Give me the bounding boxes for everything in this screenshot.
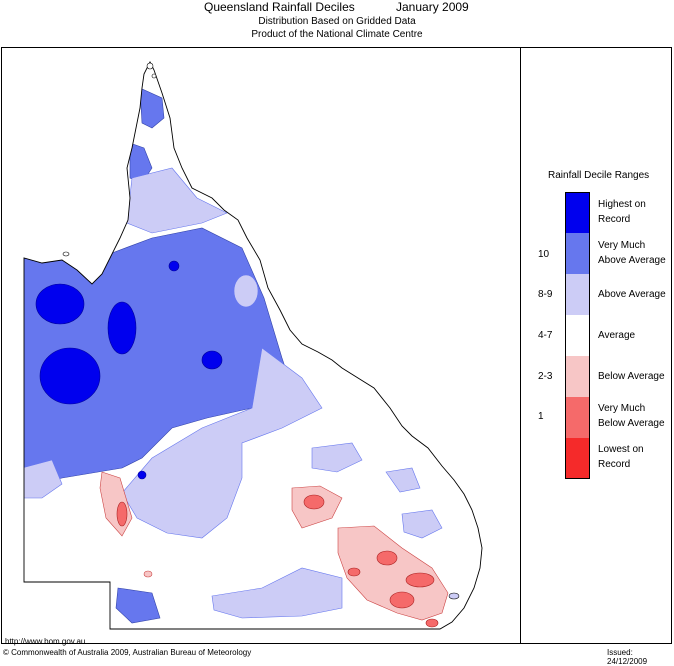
highest-on-record-6 — [137, 470, 147, 480]
legend-swatch-below — [565, 356, 590, 397]
very-much-below-1 — [303, 494, 325, 510]
below-average-dot — [143, 570, 153, 578]
legend-label-very-much-above: Very Much Above Average — [598, 240, 666, 266]
map-subtitle: Distribution Based on Gridded Data — [258, 16, 416, 27]
header: Queensland Rainfall Deciles January 2009 — [0, 0, 674, 14]
highest-on-record-4 — [201, 350, 223, 370]
legend-label-above: Above Average — [598, 289, 666, 300]
legend-title: Rainfall Decile Ranges — [548, 170, 650, 181]
above-average-spot — [233, 274, 259, 308]
very-much-above-north — [139, 87, 165, 129]
very-much-below-6 — [425, 618, 439, 628]
above-average-south — [211, 567, 343, 619]
island-3 — [62, 251, 70, 257]
above-average-west — [24, 459, 63, 499]
below-average-southeast — [337, 525, 449, 621]
legend-range-2-3: 2-3 — [538, 371, 553, 382]
very-much-below-3 — [376, 550, 398, 566]
legend-swatch-highest — [565, 192, 590, 233]
map-title: Queensland Rainfall Deciles — [204, 0, 355, 14]
legend-label-average: Average — [598, 330, 636, 341]
island-2 — [151, 73, 157, 79]
island-1 — [146, 62, 154, 70]
highest-on-record-1 — [35, 283, 85, 325]
very-much-below-7 — [347, 567, 361, 577]
highest-on-record-2 — [39, 347, 101, 405]
queensland-map — [23, 61, 483, 630]
map-frame — [1, 47, 672, 644]
issued-date: Issued: 24/12/2009 — [607, 648, 648, 666]
above-average-coast — [385, 467, 421, 493]
map-month: January 2009 — [396, 0, 469, 14]
legend-swatch-average — [565, 315, 590, 356]
above-average-central — [121, 347, 323, 539]
bom-url-link[interactable]: http://www.bom.gov.au — [5, 637, 86, 646]
legend-label-very-much-below: Very Much Below Average — [598, 403, 665, 429]
legend-range-1: 1 — [538, 411, 544, 422]
legend-swatch-above — [565, 274, 590, 315]
legend-range-4-7: 4-7 — [538, 330, 553, 341]
legend-label-lowest: Lowest on Record — [598, 444, 644, 470]
legend-swatch-very-much-above — [565, 233, 590, 274]
legend-range-10: 10 — [538, 249, 550, 260]
above-average-ne — [401, 509, 443, 539]
below-average-cape — [211, 182, 225, 198]
legend-divider — [520, 47, 521, 644]
legend-swatch-very-much-below — [565, 397, 590, 438]
copyright-text: © Commonwealth of Australia 2009, Austra… — [3, 648, 252, 657]
legend-range-8-9: 8-9 — [538, 289, 553, 300]
decile-regions — [24, 62, 482, 629]
very-much-below-5 — [389, 591, 415, 609]
very-much-above-southwest — [115, 587, 161, 624]
legend-label-highest: Highest on Record — [598, 199, 646, 225]
very-much-below-2 — [116, 501, 128, 527]
highest-on-record-5 — [168, 260, 180, 272]
island-4 — [448, 592, 460, 600]
highest-on-record-3 — [107, 301, 137, 355]
above-average-cape — [126, 167, 228, 234]
legend-swatch-lowest — [565, 438, 590, 479]
legend-label-below: Below Average — [598, 371, 665, 382]
map-producer: Product of the National Climate Centre — [251, 29, 423, 40]
very-much-below-4 — [405, 572, 435, 588]
above-average-east — [311, 442, 363, 473]
